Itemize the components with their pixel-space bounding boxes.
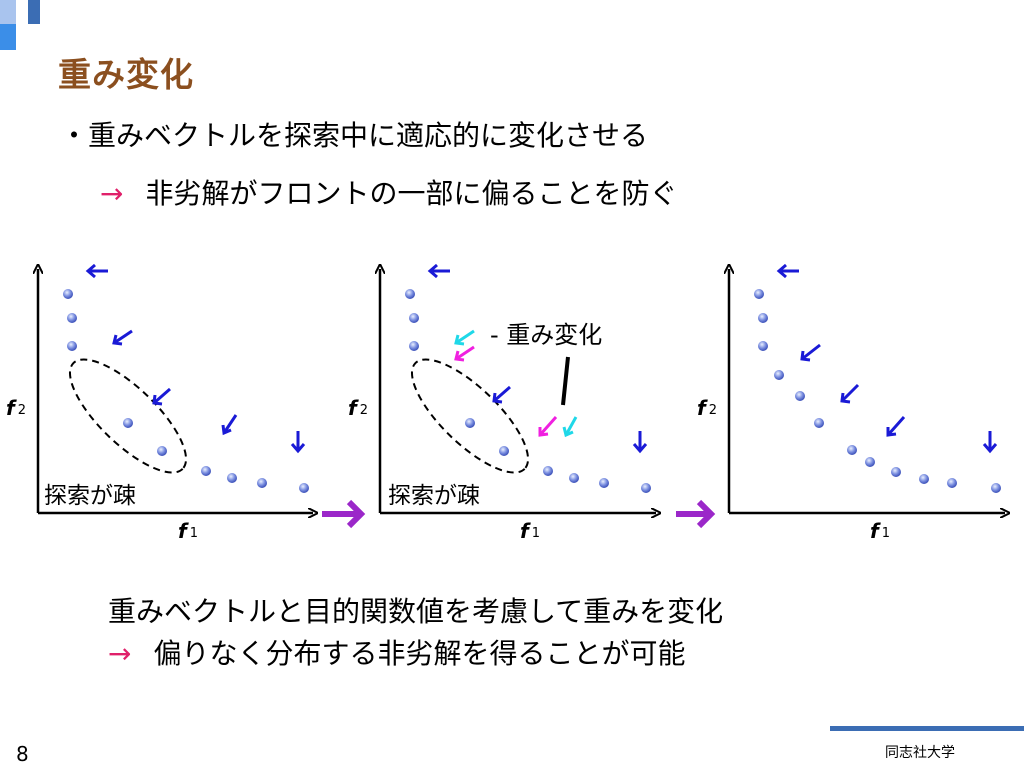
changed-weight-arrows [454, 329, 578, 438]
footer-rule [830, 726, 1024, 731]
callout-line [561, 356, 570, 406]
sparse-annotation: 探索が疎 [388, 483, 480, 509]
page-title: 重み変化 [58, 55, 194, 94]
solution-points [405, 289, 651, 493]
organization-label: 同志社大学 [885, 745, 955, 761]
page-number: 8 [16, 742, 29, 766]
corner-decoration [0, 0, 40, 50]
weight-arrows [776, 263, 998, 454]
summary-text: 偏りなく分布する非劣解を得ることが可能 [153, 637, 686, 670]
sparse-annotation: 探索が疎 [44, 483, 136, 509]
summary-line-1: 重みベクトルと目的関数値を考慮して重みを変化 [108, 595, 724, 628]
weight-change-callout: - 重み変化 [490, 321, 602, 349]
sparse-region-ellipse [410, 358, 530, 474]
transition-arrow-icon [322, 499, 366, 529]
consequence-line: → 非劣解がフロントの一部に偏ることを防ぐ [100, 172, 677, 212]
weight-arrows [85, 263, 306, 454]
bullet-text: ・重みベクトルを探索中に適応的に変化させる [60, 119, 649, 152]
sparse-region-ellipse [68, 358, 188, 474]
consequence-text: 非劣解がフロントの一部に偏ることを防ぐ [145, 177, 678, 210]
solution-points [63, 289, 309, 493]
red-arrow-icon: → [108, 637, 132, 670]
solution-points [754, 289, 1001, 493]
weight-arrows [427, 263, 648, 454]
red-arrow-icon: → [100, 177, 124, 210]
summary-line-2: → 偏りなく分布する非劣解を得ることが可能 [108, 632, 685, 672]
transition-arrow-icon [676, 499, 716, 529]
